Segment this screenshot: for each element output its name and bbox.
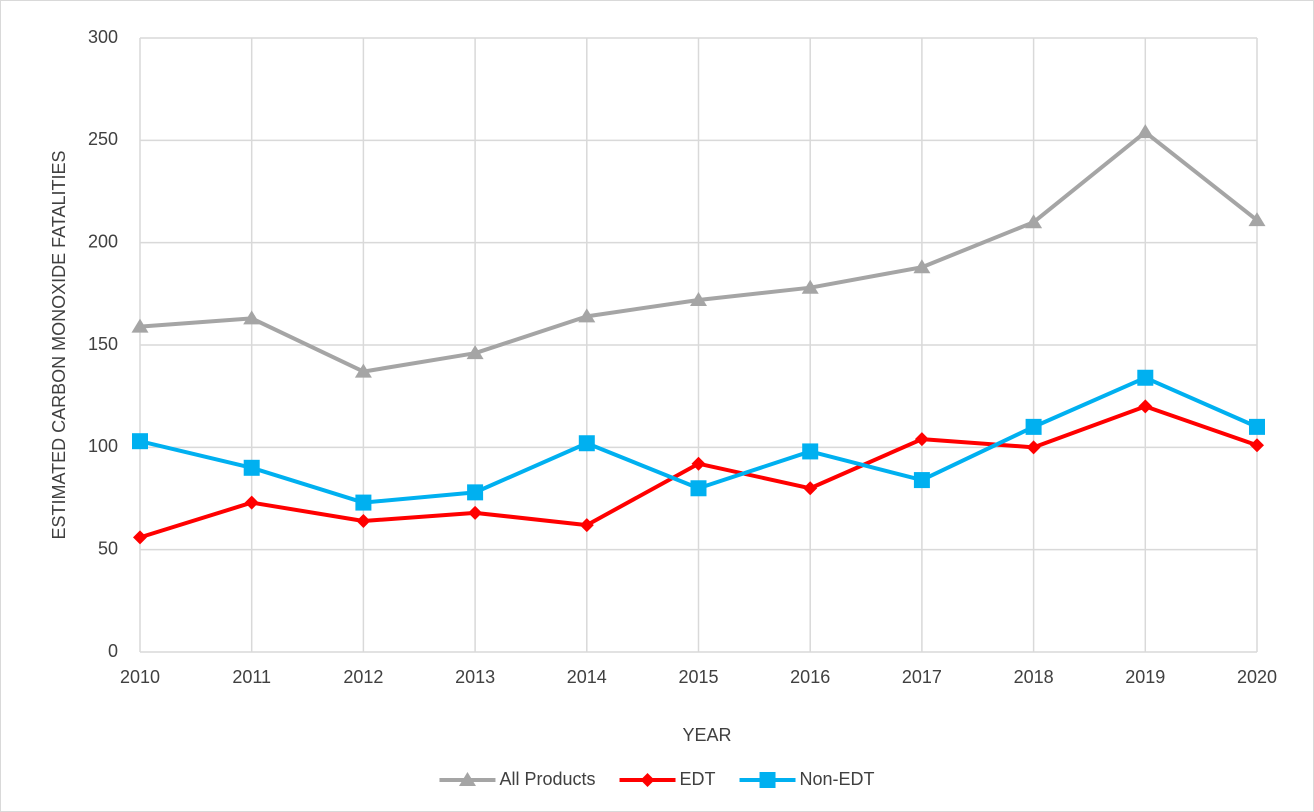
- data-point: [1250, 438, 1264, 453]
- data-point: [1025, 418, 1042, 435]
- y-tick-label: 100: [88, 436, 118, 456]
- data-point: [243, 459, 260, 476]
- y-tick-label: 250: [88, 129, 118, 149]
- x-tick-label: 2017: [902, 667, 942, 687]
- data-point: [356, 514, 371, 529]
- data-point: [1248, 212, 1266, 227]
- x-tick-label: 2016: [790, 667, 830, 687]
- x-tick-label: 2018: [1014, 667, 1054, 687]
- data-point: [1138, 399, 1153, 414]
- x-tick-label: 2011: [232, 667, 271, 687]
- data-point: [1249, 418, 1265, 435]
- data-point: [354, 363, 372, 378]
- data-point: [1136, 124, 1154, 139]
- y-tick-label: 0: [108, 641, 118, 661]
- data-point: [913, 259, 931, 274]
- data-point: [466, 345, 484, 360]
- legend-label: Non-EDT: [800, 769, 875, 789]
- legend: All Products EDT Non-EDT: [439, 769, 875, 789]
- x-tick-label: 2014: [567, 667, 607, 687]
- data-point: [468, 505, 483, 520]
- data-point: [243, 310, 261, 325]
- legend-label: EDT: [680, 769, 716, 789]
- legend-marker: [640, 773, 655, 787]
- data-point: [131, 318, 149, 333]
- data-point: [133, 530, 147, 545]
- x-tick-label: 2020: [1237, 667, 1277, 687]
- data-point: [1025, 214, 1043, 229]
- x-tick-label: 2010: [120, 667, 160, 687]
- x-tick-label: 2013: [455, 667, 495, 687]
- data-point: [1026, 440, 1041, 455]
- data-point: [244, 495, 259, 510]
- x-tick-label: 2015: [678, 667, 718, 687]
- data-point: [467, 484, 484, 501]
- data-point: [691, 456, 706, 471]
- data-point: [1137, 369, 1154, 386]
- data-point: [578, 435, 595, 452]
- data-point: [914, 432, 929, 447]
- data-point: [132, 433, 148, 450]
- y-axis-label: ESTIMATED CARBON MONOXIDE FATALITIES: [49, 150, 69, 539]
- data-point: [579, 518, 594, 533]
- data-point: [355, 494, 372, 511]
- y-tick-label: 200: [88, 231, 118, 251]
- data-point: [690, 480, 707, 497]
- x-tick-label: 2012: [343, 667, 383, 687]
- y-tick-label: 50: [98, 538, 118, 558]
- data-point: [802, 443, 819, 460]
- data-point: [690, 291, 707, 306]
- data-point: [913, 472, 930, 489]
- legend-label: All Products: [499, 769, 595, 789]
- x-axis-label: YEAR: [682, 725, 731, 745]
- data-point: [801, 279, 819, 294]
- y-tick-label: 150: [88, 334, 118, 354]
- legend-marker: [759, 772, 776, 788]
- x-tick-label: 2019: [1125, 667, 1165, 687]
- legend-marker: [458, 772, 476, 786]
- y-tick-label: 300: [88, 27, 118, 47]
- data-point: [578, 308, 596, 323]
- data-point: [803, 481, 818, 496]
